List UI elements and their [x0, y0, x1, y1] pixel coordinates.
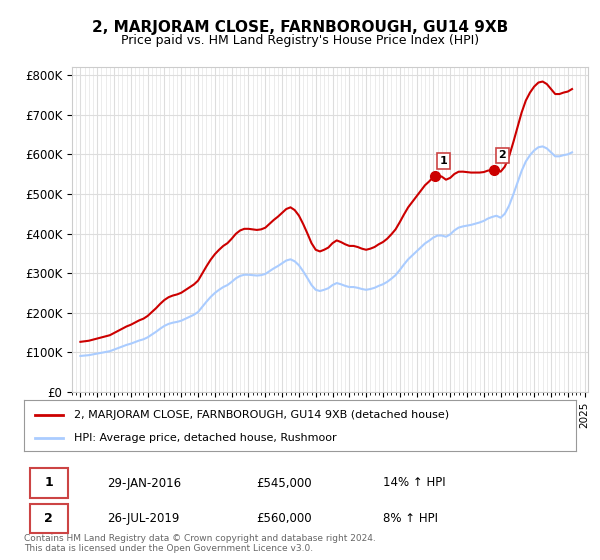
Text: 14% ↑ HPI: 14% ↑ HPI	[383, 477, 445, 489]
Text: 2, MARJORAM CLOSE, FARNBOROUGH, GU14 9XB: 2, MARJORAM CLOSE, FARNBOROUGH, GU14 9XB	[92, 20, 508, 35]
Text: 2: 2	[44, 512, 53, 525]
Text: 26-JUL-2019: 26-JUL-2019	[107, 512, 179, 525]
Text: £560,000: £560,000	[256, 512, 311, 525]
Text: 1: 1	[44, 477, 53, 489]
Text: 8% ↑ HPI: 8% ↑ HPI	[383, 512, 438, 525]
Text: Price paid vs. HM Land Registry's House Price Index (HPI): Price paid vs. HM Land Registry's House …	[121, 34, 479, 46]
FancyBboxPatch shape	[29, 504, 68, 533]
Text: £545,000: £545,000	[256, 477, 311, 489]
Text: 2, MARJORAM CLOSE, FARNBOROUGH, GU14 9XB (detached house): 2, MARJORAM CLOSE, FARNBOROUGH, GU14 9XB…	[74, 409, 449, 419]
FancyBboxPatch shape	[29, 468, 68, 498]
Text: 29-JAN-2016: 29-JAN-2016	[107, 477, 181, 489]
Text: HPI: Average price, detached house, Rushmoor: HPI: Average price, detached house, Rush…	[74, 433, 337, 443]
Text: 1: 1	[440, 156, 448, 166]
Text: 2: 2	[499, 150, 506, 160]
Text: Contains HM Land Registry data © Crown copyright and database right 2024.
This d: Contains HM Land Registry data © Crown c…	[24, 534, 376, 553]
